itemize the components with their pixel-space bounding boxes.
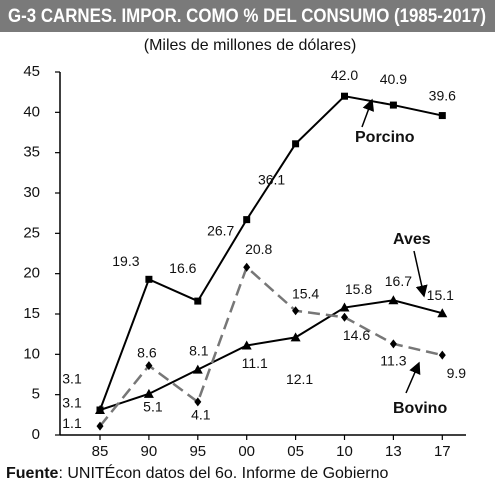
marker [145,275,153,283]
source-text: : UNITÉcon datos del 6o. Informe de Gobi… [58,463,388,482]
marker [341,312,348,322]
data-label: 5.1 [143,399,163,415]
annotation-arrow [413,250,428,298]
marker [95,404,105,414]
marker [438,112,446,120]
data-label: 19.3 [112,253,139,269]
marker [192,364,203,374]
marker [243,262,251,272]
marker [243,216,251,224]
y-tick-label: 30 [23,184,40,201]
data-label: 36.1 [258,171,285,187]
marker [292,306,300,316]
data-label: 11.3 [380,353,406,369]
chart-subtitle: (Miles de millones de dólares) [144,37,357,54]
marker [290,332,301,342]
x-tick-label: 17 [434,443,451,460]
marker [194,297,202,305]
data-label: 1.1 [62,415,82,431]
x-tick-label: 90 [141,443,158,460]
series-line [99,299,443,411]
data-label: 42.0 [331,67,358,83]
data-label: 15.4 [292,285,319,301]
data-label: 8.6 [137,344,157,360]
data-label: 9.9 [447,365,467,381]
y-tick-label: 35 [23,144,40,161]
y-tick-label: 5 [32,386,40,403]
data-label: 12.1 [286,371,313,387]
y-tick-label: 40 [23,103,40,120]
annotation-arrow [361,98,374,128]
source: Fuente: UNITÉcon datos del 6o. Informe d… [6,463,389,482]
annotation-arrow [405,361,421,394]
x-tick-label: 00 [238,443,255,460]
series-name: Aves [393,231,431,248]
marker [194,397,202,407]
x-tick-label: 10 [336,443,353,460]
x-tick-label: 85 [92,443,109,460]
marker [96,421,104,431]
data-label: 40.9 [380,71,407,87]
marker [389,339,397,349]
x-tick-label: 05 [287,443,304,460]
data-label: 15.8 [345,281,372,297]
data-label: 15.1 [427,287,454,303]
title-banner [0,0,495,32]
series-line [99,265,443,427]
y-tick-label: 0 [32,426,40,443]
marker [389,101,397,109]
data-label: 26.7 [207,222,234,238]
y-tick-label: 25 [23,224,40,241]
data-label: 16.6 [169,260,196,276]
data-label: 11.1 [242,355,268,371]
marker [388,295,399,305]
data-label: 20.8 [245,241,272,257]
data-label: 8.1 [189,342,209,358]
y-tick-label: 10 [23,345,40,362]
chart-title: G-3 CARNES. IMPOR. COMO % DEL CONSUMO (1… [8,6,486,27]
marker [143,388,154,398]
marker [339,302,350,312]
y-tick-label: 15 [23,305,40,322]
series-name: Porcino [355,129,415,146]
marker [438,350,446,360]
data-label: 4.1 [191,407,211,423]
y-tick-label: 20 [23,265,40,282]
marker [292,140,300,148]
data-label: 16.7 [385,273,412,289]
x-tick-label: 95 [189,443,206,460]
data-label: 3.1 [62,371,82,387]
marker [241,340,252,350]
series-name: Bovino [393,400,447,417]
series-line [99,95,443,411]
marker [341,92,348,100]
source-label: Fuente [6,465,59,482]
marker [437,308,448,318]
y-tick-label: 45 [23,63,40,80]
x-tick-label: 13 [385,443,402,460]
data-label: 39.6 [429,87,456,103]
data-label: 14.6 [343,327,370,343]
data-label: 3.1 [62,395,82,411]
marker [145,361,153,371]
